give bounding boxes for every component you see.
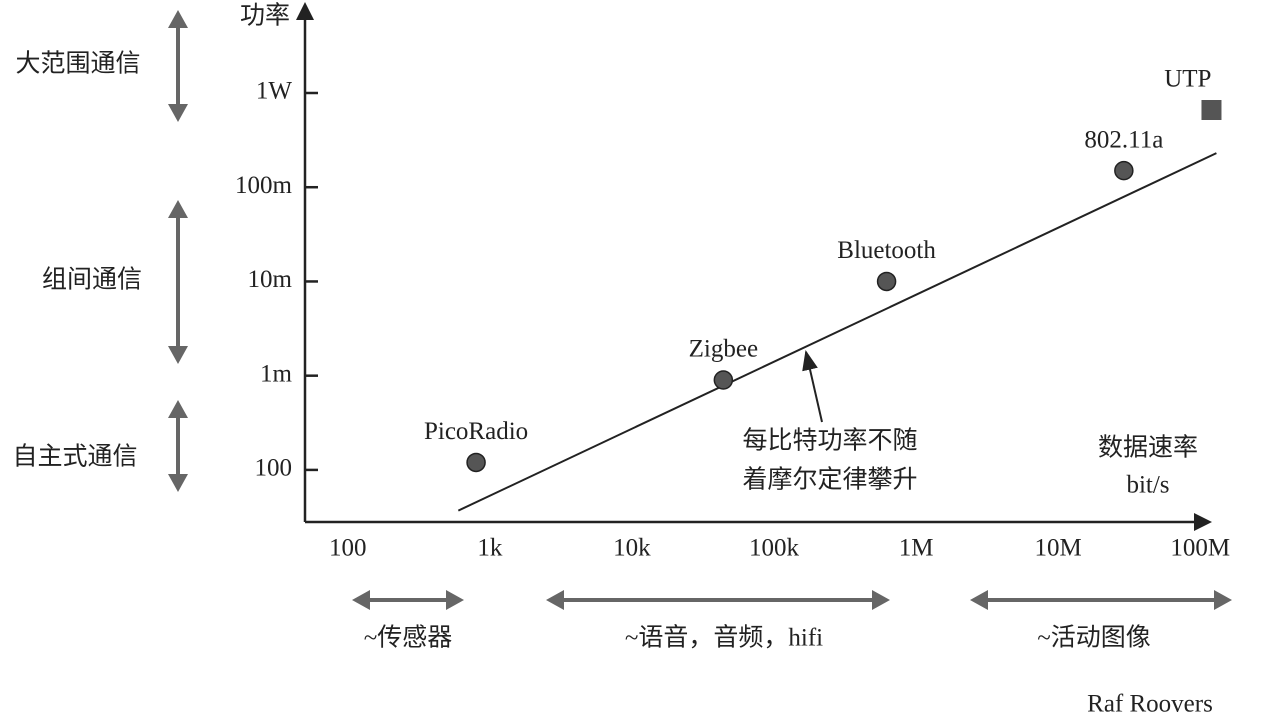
annotation: 着摩尔定律攀升 — [742, 466, 917, 494]
point — [1114, 160, 1134, 181]
y-tick-label: 1W — [256, 78, 293, 105]
power-ranges: 大范围通信 组间通信 自主式通信 — [12, 10, 188, 492]
x-tick-label: 1M — [899, 535, 934, 562]
range-label: 大范围通信 — [15, 50, 140, 78]
x-tick-label: 10M — [1035, 535, 1082, 562]
point-label: UTP — [1164, 66, 1211, 93]
x-axis-label: 数据速率 — [1098, 434, 1198, 462]
range-label: ~传感器 — [364, 624, 453, 652]
x-tick-label: 1k — [477, 535, 503, 562]
y-tick-label: 100 — [255, 455, 293, 482]
point — [876, 271, 897, 292]
point-label: PicoRadio — [424, 418, 528, 445]
x-tick-label: 10k — [613, 535, 651, 562]
range-label: ~活动图像 — [1037, 624, 1151, 652]
annotation-arrow — [802, 350, 823, 423]
y-axis-label: 功率 — [240, 2, 290, 30]
point — [713, 370, 734, 390]
range-arrow-head — [168, 200, 188, 364]
point — [466, 452, 486, 473]
point-label: 802.11a — [1084, 126, 1163, 153]
rate-ranges: ~传感器 ~语音，音频，hifi ~活动图像 — [352, 590, 1232, 652]
x-axis-unit: bit/s — [1126, 472, 1169, 499]
range-label: 组间通信 — [42, 266, 142, 294]
x-tick-label: 100k — [749, 535, 800, 562]
y-axis-arrow — [296, 2, 314, 20]
point — [1201, 100, 1222, 121]
range-label: 自主式通信 — [12, 443, 137, 471]
x-axis-arrow — [1194, 513, 1212, 531]
range-label: ~语音，音频，hifi — [625, 624, 823, 652]
point-label: Bluetooth — [837, 237, 936, 264]
trend-line — [457, 152, 1217, 512]
point-label: Zigbee — [689, 336, 758, 363]
annotation: 每比特功率不随 — [742, 427, 917, 455]
x-tick-label: 100 — [329, 535, 367, 562]
credit: Raf Roovers — [1087, 691, 1213, 718]
y-tick-label: 10m — [248, 266, 293, 293]
x-tick-label: 100M — [1170, 535, 1230, 562]
y-tick-label: 100m — [235, 172, 293, 199]
y-tick-label: 1m — [260, 360, 293, 387]
